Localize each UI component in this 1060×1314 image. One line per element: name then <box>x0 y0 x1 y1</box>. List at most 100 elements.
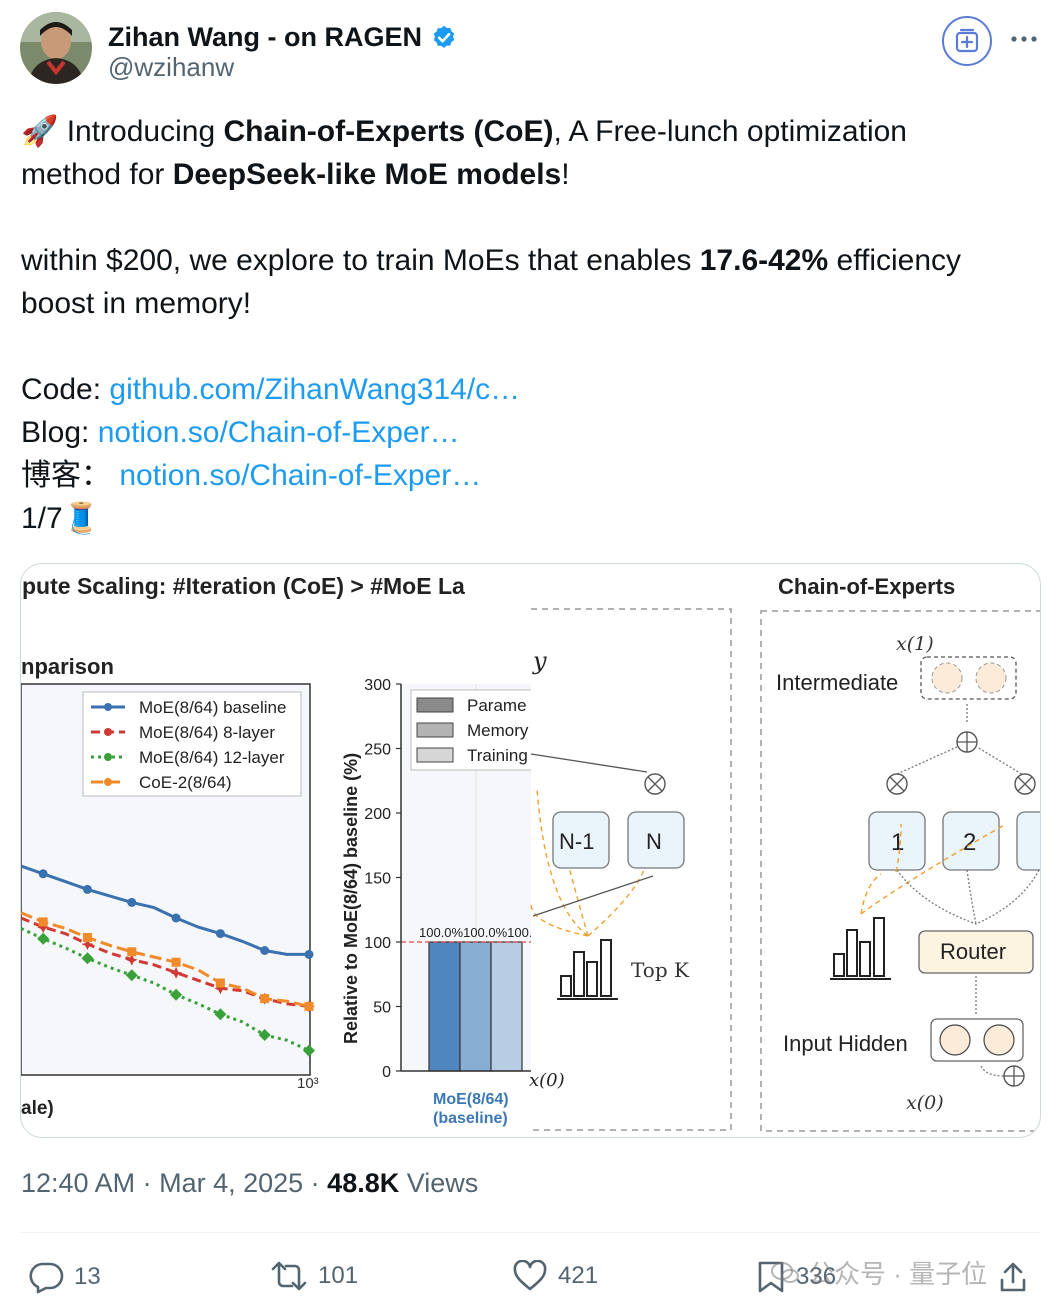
legend-marker <box>104 778 112 786</box>
share-icon <box>1000 1262 1026 1292</box>
tweet-text: 🚀 Introducing Chain-of-Experts (CoE), A … <box>21 110 1041 540</box>
text-span: ! <box>561 158 570 191</box>
coe-expert-box-3 <box>1016 811 1040 871</box>
action-bar: 13 101 421 336 <box>20 1252 1040 1302</box>
repost-button[interactable]: 101 <box>270 1260 358 1292</box>
tweet-line-4: boost in memory! <box>21 287 252 320</box>
legend-marker <box>104 728 112 736</box>
author-name[interactable]: Zihan Wang - on RAGEN <box>108 22 458 53</box>
more-options-button[interactable] <box>1004 24 1044 54</box>
line-marker <box>171 957 181 967</box>
line-marker <box>304 949 314 959</box>
bar-y-tick-label: 300 <box>364 677 391 694</box>
bar-y-ticks: 0 50 100 150 200 250 300 <box>364 677 401 1081</box>
moe-diagram-frame <box>531 608 732 1131</box>
thread-count-line: 1/7🧵 <box>21 497 1041 540</box>
thread-count: 1/7 <box>21 502 63 535</box>
line-marker <box>215 929 225 939</box>
coe-x0-label: x(0) <box>906 1092 944 1114</box>
bar-value-labels: 100.0%100.0%100.0% <box>419 925 552 940</box>
coe-bars-icon <box>830 917 891 980</box>
line-marker <box>38 869 48 879</box>
input-hidden-label: Input Hidden <box>783 1031 908 1056</box>
blog-line: Blog: notion.so/Chain-of-Exper… <box>21 411 1041 454</box>
bookmark-count: 336 <box>796 1263 837 1290</box>
line-marker <box>127 897 137 907</box>
watermark: 公众号 · 量子位 <box>770 1254 987 1291</box>
line-marker <box>127 947 137 957</box>
line-marker <box>260 946 270 955</box>
bar-y-tick-label: 50 <box>373 1000 391 1017</box>
like-button[interactable]: 421 <box>512 1260 598 1292</box>
tweet-header: Zihan Wang - on RAGEN @wzihanw <box>20 12 1050 88</box>
bar-legend-swatch <box>416 697 454 713</box>
bold-span: 17.6-42% <box>699 244 829 277</box>
verified-badge-icon <box>433 25 455 48</box>
bar-y-tick-label: 200 <box>364 806 391 823</box>
line-marker <box>170 966 183 979</box>
text-span: efficiency <box>828 244 962 277</box>
share-button[interactable] <box>998 1260 1028 1294</box>
x-tick-label: 10³ <box>297 1075 319 1092</box>
expert-box-n <box>627 811 685 869</box>
residual-sum-cross <box>1004 1066 1024 1086</box>
coe-x1-label: x(1) <box>896 633 934 655</box>
topk-bars-icon <box>557 939 618 1000</box>
line-legend-box <box>82 691 302 797</box>
moe-x0-label: x(0) <box>529 1070 565 1091</box>
coe-expert-box-2 <box>942 811 1000 871</box>
legend-label: MoE(8/64) baseline <box>139 698 286 717</box>
legend-label: MoE(8/64) 8-layer <box>139 723 275 742</box>
rocket-emoji: 🚀 <box>21 115 59 148</box>
multiply-cross-2 <box>1017 776 1033 792</box>
line-marker <box>260 994 270 1004</box>
text-span: , A Free-lunch optimization <box>553 115 907 148</box>
repost-count: 101 <box>318 1262 359 1289</box>
text-span: Introducing <box>58 115 224 148</box>
router-box <box>918 930 1034 974</box>
cn-blog-link[interactable]: notion.so/Chain-of-Exper… <box>119 459 482 492</box>
bar-legend-label: Memory <box>467 721 529 740</box>
thread-emoji: 🧵 <box>62 502 101 535</box>
coe-routing-lines <box>860 823 1007 915</box>
reply-button[interactable]: 13 <box>28 1260 101 1294</box>
cn-blog-line: 博客： notion.so/Chain-of-Exper… <box>21 454 1041 497</box>
line-marker <box>37 921 50 934</box>
grok-button[interactable] <box>942 16 992 66</box>
views-label: Views <box>399 1168 479 1198</box>
code-link[interactable]: github.com/ZihanWang314/c… <box>109 373 521 406</box>
bar-legend-label: Parame <box>467 696 527 715</box>
line-marker <box>37 932 50 945</box>
expert-n-label: N <box>646 829 662 854</box>
tweet-date[interactable]: Mar 4, 2025 <box>159 1168 304 1198</box>
line-marker <box>125 953 138 966</box>
tweet-time[interactable]: 12:40 AM <box>21 1168 136 1198</box>
line-series-3 <box>21 927 310 1052</box>
residual-link <box>980 1065 1005 1077</box>
bar-y-axis-label: Relative to MoE(8/64) baseline (%) <box>341 753 361 1044</box>
bar-2 <box>459 941 492 1072</box>
author-handle[interactable]: @wzihanw <box>108 52 235 82</box>
avatar[interactable] <box>20 12 92 84</box>
input-circle-2 <box>983 1024 1015 1056</box>
multiply-cross <box>647 776 663 792</box>
line-series-group <box>21 864 315 1057</box>
intermediate-circle-1 <box>931 662 963 694</box>
expert-n-1-label: N-1 <box>559 829 594 854</box>
left-chart-subtitle: nparison <box>21 654 114 679</box>
bar-3 <box>490 941 523 1072</box>
line-marker <box>82 884 92 894</box>
sum-cross <box>957 732 977 752</box>
line-legend: MoE(8/64) baseline MoE(8/64) 8-layer MoE(8… <box>91 698 286 792</box>
coe-merge-lines <box>896 746 1026 777</box>
legend-label: MoE(8/64) 12-layer <box>139 748 285 767</box>
blog-link[interactable]: notion.so/Chain-of-Exper… <box>97 416 460 449</box>
line-marker <box>215 978 225 988</box>
divider <box>20 1232 1040 1233</box>
bar-legend-swatch <box>416 747 454 763</box>
tweet-media-image[interactable]: pute Scaling: #Iteration (CoE) > #MoE La… <box>20 563 1041 1138</box>
intermediate-circle-2 <box>975 662 1007 694</box>
coe-expert-2-label: 2 <box>963 829 976 856</box>
bar-group <box>401 941 531 1072</box>
line-marker <box>214 982 227 995</box>
